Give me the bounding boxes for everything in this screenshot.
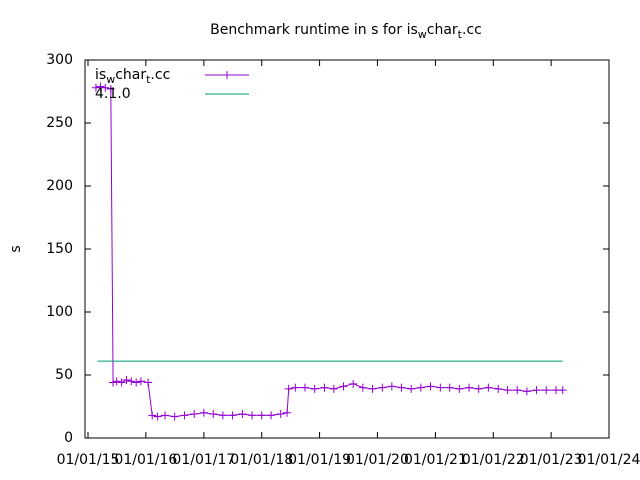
point-marker xyxy=(91,83,100,92)
point-marker xyxy=(542,386,551,395)
point-marker xyxy=(122,376,131,385)
point-marker xyxy=(329,384,338,393)
point-marker xyxy=(445,383,454,392)
y-tick-label: 0 xyxy=(64,430,73,446)
point-marker xyxy=(144,378,153,387)
point-marker xyxy=(228,411,237,420)
y-tick-label: 250 xyxy=(46,115,73,131)
x-tick-label: 01/01/18 xyxy=(230,452,293,468)
point-marker xyxy=(368,384,377,393)
point-marker xyxy=(320,383,329,392)
point-marker xyxy=(170,412,179,421)
point-marker xyxy=(397,383,406,392)
point-marker xyxy=(558,386,567,395)
point-marker xyxy=(532,386,541,395)
x-tick-label: 01/01/21 xyxy=(404,452,467,468)
point-marker xyxy=(132,378,141,387)
point-marker xyxy=(284,384,293,393)
legend-label: 4.1.0 xyxy=(95,86,131,102)
y-tick-label: 200 xyxy=(46,178,73,194)
point-marker xyxy=(522,387,531,396)
point-marker xyxy=(180,411,189,420)
x-tick-label: 01/01/16 xyxy=(114,452,177,468)
legend-marker xyxy=(223,71,231,79)
point-marker xyxy=(218,411,227,420)
point-marker xyxy=(484,383,493,392)
point-marker xyxy=(136,377,145,386)
point-marker xyxy=(387,382,396,391)
chart-title: Benchmark runtime in s for iswchart.cc xyxy=(210,22,482,41)
point-marker xyxy=(283,408,292,417)
point-marker xyxy=(276,410,285,419)
point-marker xyxy=(106,84,115,93)
y-tick-label: 100 xyxy=(46,304,73,320)
x-tick-label: 01/01/20 xyxy=(346,452,409,468)
point-marker xyxy=(101,83,110,92)
point-marker xyxy=(426,382,435,391)
point-marker xyxy=(310,384,319,393)
point-marker xyxy=(291,383,300,392)
point-marker xyxy=(127,377,136,386)
point-marker xyxy=(267,411,276,420)
point-marker xyxy=(112,377,121,386)
point-marker xyxy=(407,384,416,393)
point-marker xyxy=(349,379,358,388)
y-tick-label: 150 xyxy=(46,241,73,257)
point-marker xyxy=(238,410,247,419)
point-marker xyxy=(416,383,425,392)
point-marker xyxy=(378,383,387,392)
point-marker xyxy=(455,384,464,393)
point-marker xyxy=(153,412,162,421)
y-tick-label: 50 xyxy=(55,367,73,383)
point-marker xyxy=(513,386,522,395)
point-marker xyxy=(358,383,367,392)
point-marker xyxy=(109,378,118,387)
x-tick-label: 01/01/19 xyxy=(288,452,351,468)
y-tick-label: 300 xyxy=(46,52,73,68)
point-marker xyxy=(339,382,348,391)
point-marker xyxy=(300,383,309,392)
x-tick-label: 01/01/23 xyxy=(520,452,583,468)
point-marker xyxy=(257,411,266,420)
point-marker xyxy=(209,410,218,419)
point-marker xyxy=(465,383,474,392)
point-marker xyxy=(96,82,105,91)
point-marker xyxy=(148,411,157,420)
point-marker xyxy=(248,411,257,420)
point-marker xyxy=(161,411,170,420)
x-tick-label: 01/01/22 xyxy=(462,452,525,468)
point-marker xyxy=(190,410,199,419)
point-marker xyxy=(117,378,126,387)
point-marker xyxy=(199,408,208,417)
point-marker xyxy=(503,386,512,395)
point-marker xyxy=(494,384,503,393)
y-axis-label: s xyxy=(8,245,24,252)
point-marker xyxy=(436,383,445,392)
x-tick-label: 01/01/24 xyxy=(578,452,640,468)
x-tick-label: 01/01/17 xyxy=(172,452,235,468)
series-line xyxy=(95,85,563,418)
point-marker xyxy=(474,384,483,393)
x-tick-label: 01/01/15 xyxy=(57,452,120,468)
